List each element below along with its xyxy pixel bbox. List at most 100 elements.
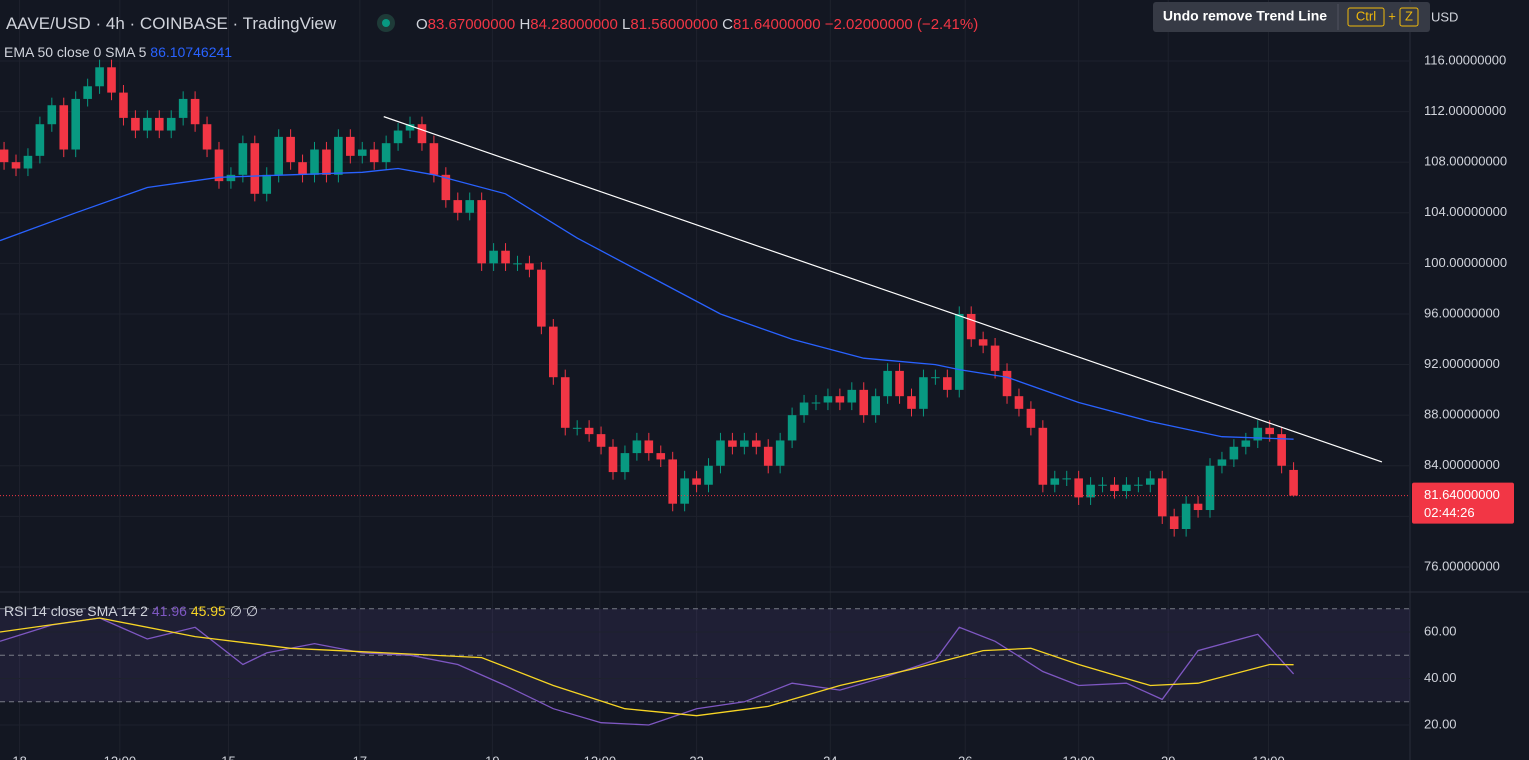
candle-body <box>322 149 331 175</box>
candle-body <box>1229 446 1239 460</box>
candle-body <box>728 440 737 447</box>
candle-body <box>763 446 773 466</box>
y-tick-label: 92.00000000 <box>1424 356 1500 371</box>
value: 84.28000000 <box>530 16 618 33</box>
candle-body <box>859 389 869 416</box>
status-dot <box>382 19 390 27</box>
x-tick-label: 18 <box>12 753 26 760</box>
candle-body <box>154 117 164 131</box>
candle-body <box>310 149 319 175</box>
candle-body <box>143 117 152 131</box>
candle-body <box>596 434 606 447</box>
candle-body <box>775 440 785 466</box>
candle-body <box>250 143 260 194</box>
candle-body <box>465 200 475 213</box>
candle-body <box>680 478 689 504</box>
candle-body <box>1002 370 1012 397</box>
ema-line <box>0 167 1294 440</box>
x-tick-label: 12:00 <box>104 753 137 760</box>
candle-body <box>286 136 295 163</box>
x-tick-label: 22 <box>689 753 703 760</box>
candle-body <box>405 124 415 131</box>
label: L <box>622 16 630 33</box>
countdown: 02:44:26 <box>1424 505 1475 520</box>
candle-body <box>692 478 701 485</box>
candle-body <box>871 396 880 416</box>
candle-body <box>751 440 761 447</box>
tooltip[interactable]: Undo remove Trend Line Ctrl + Z <box>1153 2 1430 32</box>
candle-body <box>740 440 749 447</box>
candle-body <box>1122 484 1131 492</box>
candle-body <box>71 98 80 150</box>
change: −2.02000000 (−2.41%) <box>825 16 978 33</box>
rsi-line <box>0 617 1294 717</box>
key: Z <box>1405 8 1413 23</box>
candle-body <box>943 377 952 390</box>
candle-body <box>1134 484 1143 486</box>
candle-body <box>954 313 964 390</box>
candle-body <box>966 313 976 340</box>
y-tick-label: 116.00000000 <box>1424 52 1506 67</box>
ema-legend: EMA 50 close 0 SMA 5 86.10746241 <box>4 44 232 60</box>
x-tick-label: 15 <box>221 753 235 760</box>
candle-body <box>537 269 546 327</box>
candle-body <box>1038 427 1048 485</box>
y-tick-label: 108.00000000 <box>1424 154 1507 169</box>
y-tick-label: 100.00000000 <box>1424 255 1507 270</box>
sep: · <box>233 14 239 33</box>
candle-body <box>811 402 821 404</box>
interval: 4h <box>106 14 125 33</box>
candle-body <box>1146 478 1155 485</box>
key: Ctrl <box>1356 8 1376 23</box>
y-tick-label: 88.00000000 <box>1424 407 1500 422</box>
candle-body <box>178 98 188 118</box>
candle-body <box>453 200 463 213</box>
candle-body <box>1098 484 1107 486</box>
candle-body <box>202 124 212 150</box>
header: AAVE/USD · 4h · COINBASE · TradingView <box>6 14 337 33</box>
x-tick-label: 24 <box>823 753 837 760</box>
candle-body <box>119 92 128 118</box>
candle-body <box>584 427 594 435</box>
candle-body <box>489 250 498 264</box>
x-tick-label: 26 <box>958 753 972 760</box>
candle-body <box>787 415 797 441</box>
sep: · <box>95 14 101 33</box>
candle-body <box>190 98 200 125</box>
ohlc: O83.67000000 H84.28000000 L81.56000000 C… <box>416 16 978 33</box>
candle-body <box>1253 427 1263 441</box>
candle-body <box>441 174 451 201</box>
x-tick-label: 17 <box>353 753 367 760</box>
candle-body <box>334 136 343 175</box>
candle-body <box>632 440 642 454</box>
candle-body <box>1157 478 1167 517</box>
trendline <box>383 116 1383 463</box>
candle-body <box>847 389 857 403</box>
candle-body <box>1014 396 1024 409</box>
candle-body <box>704 465 713 485</box>
tooltip-bg <box>1153 2 1430 32</box>
price-label: 81.64000000 <box>1424 487 1500 502</box>
candle-body <box>560 377 570 428</box>
candle-body <box>417 124 427 144</box>
key-plus: + <box>1388 8 1396 23</box>
candle-body <box>835 396 845 403</box>
exchange: COINBASE <box>140 14 228 33</box>
tooltip-text: Undo remove Trend Line <box>1163 8 1327 24</box>
candle-body <box>1217 459 1227 466</box>
candle-body <box>59 105 69 150</box>
x-tick-label: 12:00 <box>1252 753 1285 760</box>
candle-body <box>274 136 283 175</box>
label: H <box>519 16 530 33</box>
candle-body <box>1074 478 1083 498</box>
candle-body <box>238 143 248 175</box>
candle-body <box>429 143 439 175</box>
candle-body <box>357 149 367 156</box>
y-tick-label: 76.00000000 <box>1424 558 1500 573</box>
candle-body <box>907 396 916 409</box>
candle-body <box>620 453 630 473</box>
currency: USD <box>1431 9 1458 24</box>
candle-body <box>1181 503 1191 530</box>
